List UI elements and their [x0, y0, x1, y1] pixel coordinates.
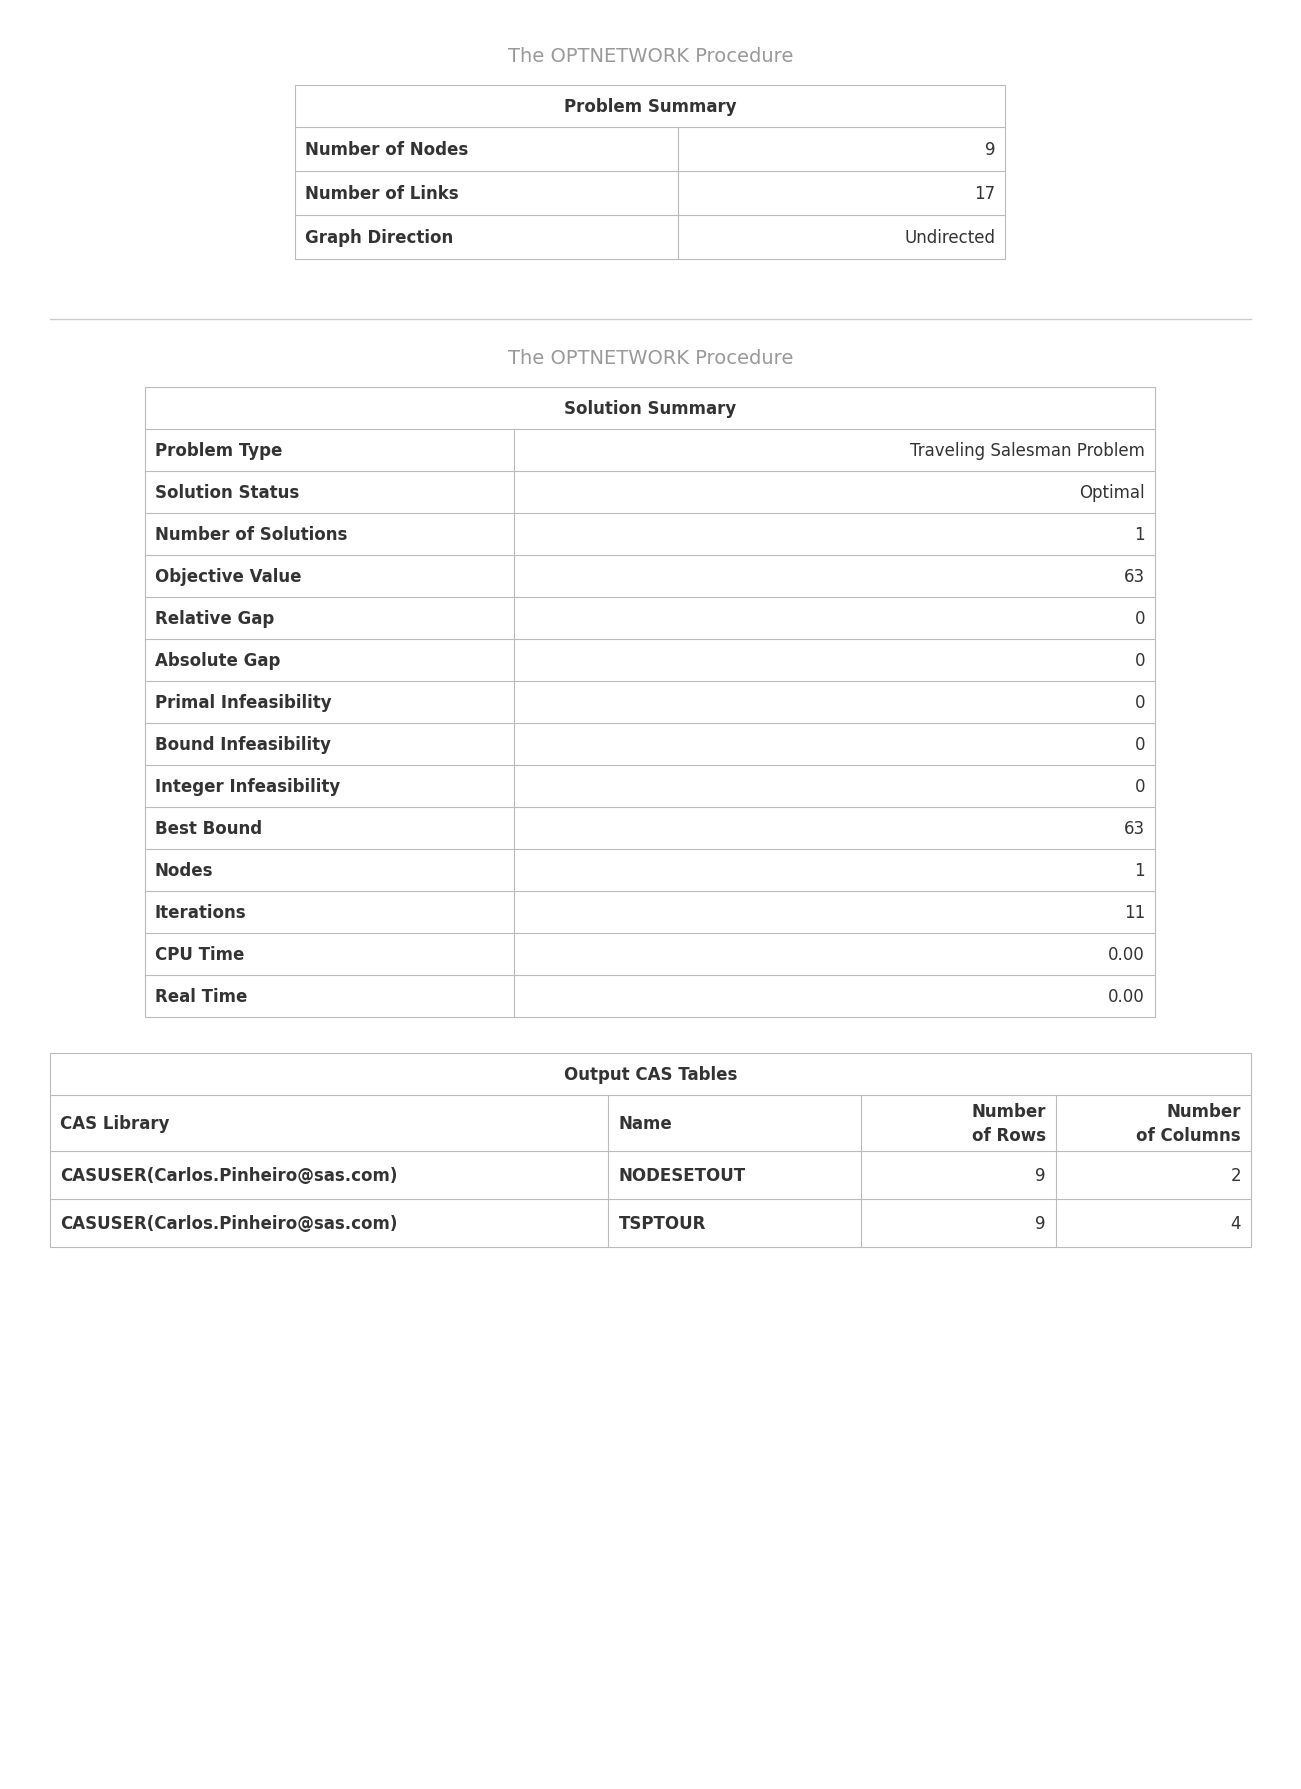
Text: CAS Library: CAS Library: [60, 1115, 169, 1132]
Text: 1: 1: [1134, 526, 1145, 544]
Text: 9: 9: [1036, 1215, 1046, 1233]
Text: Number of Solutions: Number of Solutions: [155, 526, 347, 544]
Text: 9: 9: [1036, 1166, 1046, 1184]
Bar: [49, 1054, 1252, 1247]
Text: 0.00: 0.00: [1108, 988, 1145, 1005]
Text: Real Time: Real Time: [155, 988, 247, 1005]
Text: 0: 0: [1134, 610, 1145, 628]
Text: 0: 0: [1134, 735, 1145, 753]
Text: Iterations: Iterations: [155, 903, 247, 921]
Text: Undirected: Undirected: [904, 229, 995, 247]
Text: Solution Summary: Solution Summary: [563, 399, 736, 419]
Text: 0: 0: [1134, 694, 1145, 712]
Text: 63: 63: [1124, 567, 1145, 585]
Text: CPU Time: CPU Time: [155, 945, 245, 964]
Text: Relative Gap: Relative Gap: [155, 610, 275, 628]
Text: Number
of Rows: Number of Rows: [972, 1102, 1046, 1145]
Text: Integer Infeasibility: Integer Infeasibility: [155, 778, 341, 796]
Text: CASUSER(Carlos.Pinheiro@sas.com): CASUSER(Carlos.Pinheiro@sas.com): [60, 1166, 397, 1184]
Text: 0: 0: [1134, 651, 1145, 669]
Text: Solution Status: Solution Status: [155, 483, 299, 501]
Text: Primal Infeasibility: Primal Infeasibility: [155, 694, 332, 712]
Text: 2: 2: [1231, 1166, 1241, 1184]
Text: 63: 63: [1124, 819, 1145, 837]
Bar: [144, 388, 1155, 1018]
Text: Absolute Gap: Absolute Gap: [155, 651, 281, 669]
Text: 0: 0: [1134, 778, 1145, 796]
Text: Objective Value: Objective Value: [155, 567, 302, 585]
Text: 0.00: 0.00: [1108, 945, 1145, 964]
Text: Problem Type: Problem Type: [155, 442, 282, 460]
Text: The OPTNETWORK Procedure: The OPTNETWORK Procedure: [507, 349, 794, 367]
Text: Name: Name: [618, 1115, 673, 1132]
Text: Output CAS Tables: Output CAS Tables: [563, 1066, 738, 1084]
Text: 4: 4: [1231, 1215, 1241, 1233]
Text: Number
of Columns: Number of Columns: [1136, 1102, 1241, 1145]
Text: Nodes: Nodes: [155, 862, 213, 880]
Text: TSPTOUR: TSPTOUR: [618, 1215, 706, 1233]
Text: Best Bound: Best Bound: [155, 819, 262, 837]
Text: Optimal: Optimal: [1080, 483, 1145, 501]
Text: NODESETOUT: NODESETOUT: [618, 1166, 745, 1184]
Text: 1: 1: [1134, 862, 1145, 880]
Text: 11: 11: [1124, 903, 1145, 921]
Text: Graph Direction: Graph Direction: [304, 229, 453, 247]
Text: Number of Links: Number of Links: [304, 184, 459, 202]
Text: Number of Nodes: Number of Nodes: [304, 141, 468, 159]
Text: Bound Infeasibility: Bound Infeasibility: [155, 735, 330, 753]
Text: 9: 9: [985, 141, 995, 159]
Text: CASUSER(Carlos.Pinheiro@sas.com): CASUSER(Carlos.Pinheiro@sas.com): [60, 1215, 397, 1233]
Text: Problem Summary: Problem Summary: [563, 98, 736, 116]
Bar: [295, 86, 1004, 259]
Text: Traveling Salesman Problem: Traveling Salesman Problem: [911, 442, 1145, 460]
Text: The OPTNETWORK Procedure: The OPTNETWORK Procedure: [507, 47, 794, 66]
Text: 17: 17: [974, 184, 995, 202]
